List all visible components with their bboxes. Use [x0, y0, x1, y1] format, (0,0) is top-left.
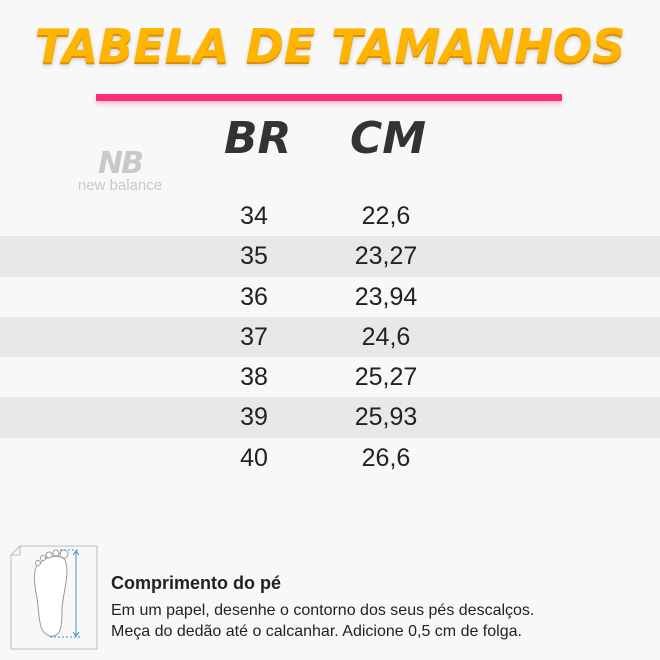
table-row: 40 26,6	[0, 438, 660, 478]
brand-name: new balance	[77, 177, 163, 194]
table-row: 35 23,27	[0, 236, 660, 277]
instructions-title: Comprimento do pé	[111, 573, 281, 593]
accent-divider	[96, 94, 562, 101]
cm-cell: 26,6	[361, 443, 411, 472]
page-title: TABELA DE TAMANHOS	[34, 19, 626, 73]
instructions-line-2: Meça do dedão até o calcanhar. Adicione …	[111, 623, 522, 640]
br-cell: 35	[240, 242, 268, 271]
size-table: 34 22,6 35 23,27 36 23,94 37 24,6 38 25,27 39…	[0, 196, 660, 478]
instructions-line-1: Em um papel, desenhe o contorno dos seus…	[111, 602, 535, 619]
br-cell: 34	[240, 202, 268, 230]
br-cell: 38	[240, 363, 268, 392]
column-header-cm: CM	[350, 113, 427, 164]
cm-cell: 25,93	[354, 403, 418, 432]
column-header-br: BR	[224, 113, 292, 164]
table-row: 38 25,27	[0, 357, 660, 397]
cm-cell: 24,6	[361, 322, 411, 351]
cm-cell: 22,6	[361, 202, 411, 230]
br-cell: 40	[240, 443, 268, 472]
br-cell: 36	[240, 282, 268, 311]
table-row: 36 23,94	[0, 277, 660, 317]
instructions-text: Em um papel, desenhe o contorno dos seus…	[111, 600, 534, 642]
table-row: 34 22,6	[0, 196, 660, 236]
foot-measure-icon	[10, 545, 98, 650]
table-row: 39 25,93	[0, 397, 660, 438]
table-row: 37 24,6	[0, 316, 660, 358]
cm-cell: 23,94	[354, 282, 418, 311]
cm-cell: 25,27	[354, 363, 418, 392]
br-cell: 39	[240, 403, 268, 432]
brand-monogram: NB	[98, 146, 144, 181]
cm-cell: 23,27	[354, 242, 418, 271]
brand-logo: NB new balance	[70, 146, 170, 194]
br-cell: 37	[240, 322, 268, 351]
